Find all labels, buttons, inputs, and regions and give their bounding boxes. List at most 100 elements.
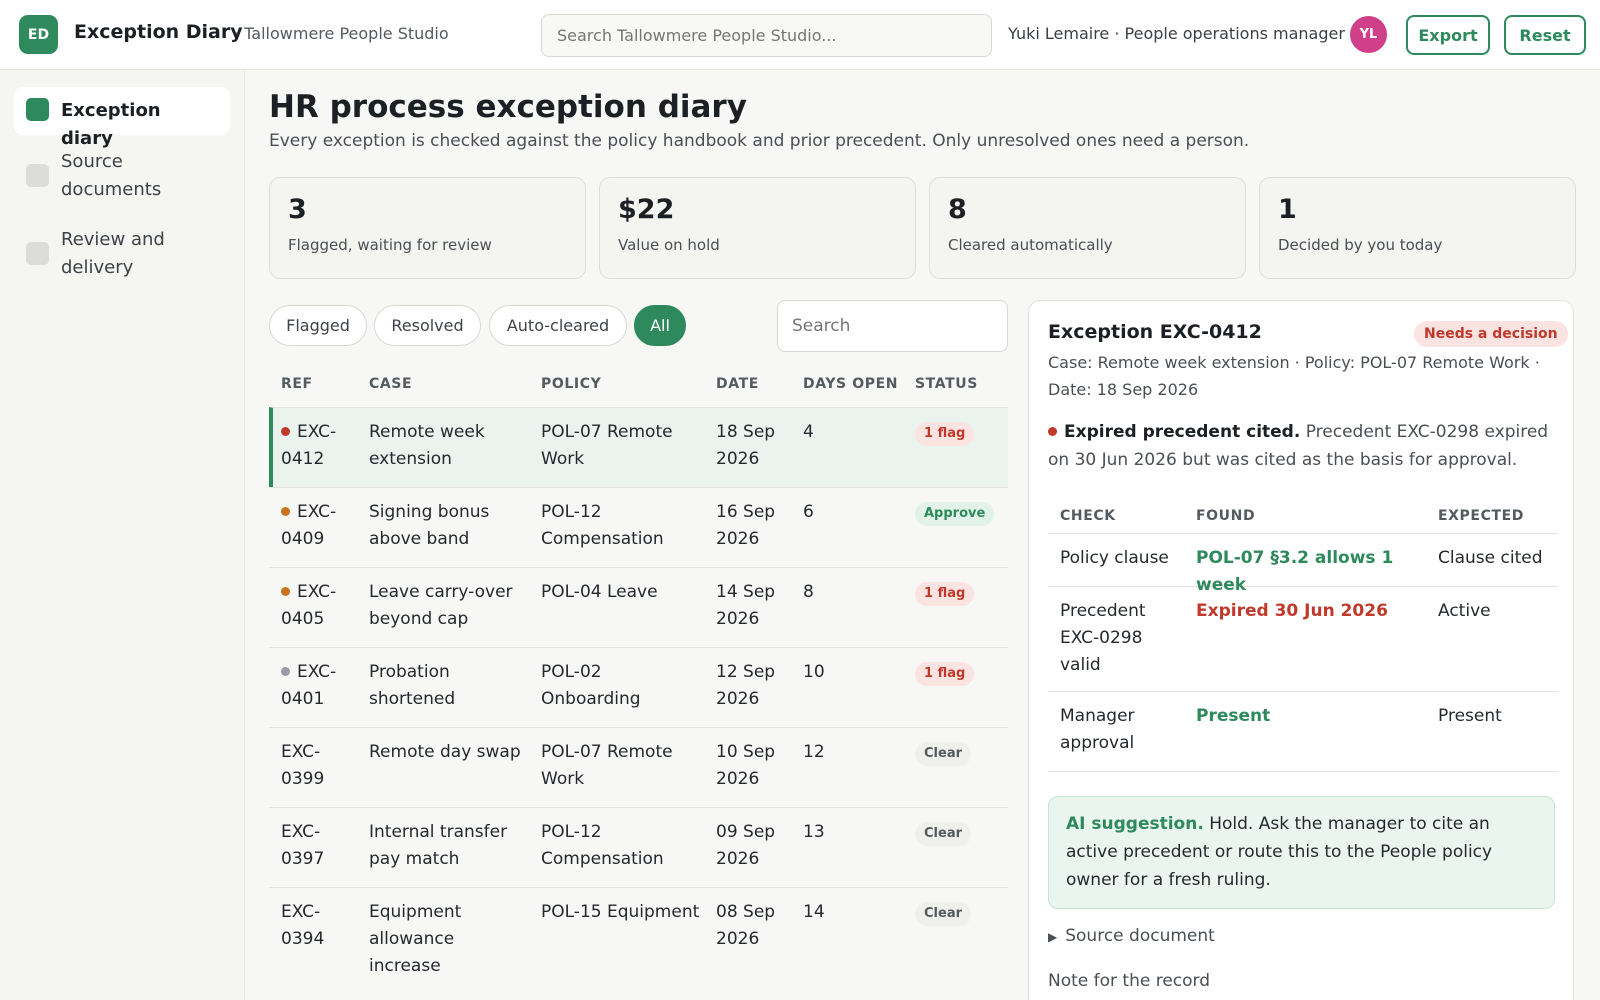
status-badge: 1 flag	[915, 582, 975, 606]
stat-card-value-on-hold: $22 Value on hold	[599, 177, 916, 279]
column-header-date: DATE	[716, 376, 759, 392]
filter-chip-auto-cleared[interactable]: Auto-cleared	[489, 305, 627, 346]
cell-ref: EXC-0397	[281, 822, 325, 869]
cell-days: 8	[803, 582, 814, 602]
warning-text: Precedent EXC-0298 expired on 30 Jun 202…	[1048, 422, 1549, 470]
warning-dot-icon	[1048, 427, 1057, 436]
filter-chip-resolved[interactable]: Resolved	[374, 305, 481, 346]
cell-policy: POL-07 Remote Work	[541, 742, 673, 789]
global-search-input[interactable]	[541, 14, 992, 57]
warning-message: Expired precedent cited. Precedent EXC-0…	[1048, 418, 1558, 474]
check-row: Manager approval Present Present	[1048, 692, 1558, 772]
org-name: · Tallowmere People Studio	[234, 24, 449, 43]
table-row[interactable]: EXC-0394 Equipment allowance increase POL-…	[269, 887, 1008, 994]
stat-caption: Flagged, waiting for review	[288, 236, 492, 254]
stat-value: 1	[1278, 194, 1297, 225]
app-logo: ED	[19, 15, 58, 54]
sidebar-item-source-documents[interactable]: Source documents	[14, 148, 230, 210]
cell-date: 18 Sep 2026	[716, 422, 776, 469]
column-header-days-open: DAYS OPEN	[803, 376, 899, 392]
cell-days: 6	[803, 502, 814, 522]
column-header-found: FOUND	[1196, 508, 1256, 524]
filter-chip-flagged[interactable]: Flagged	[269, 305, 367, 346]
status-badge: 1 flag	[915, 422, 975, 446]
cell-status: Clear	[915, 739, 1005, 766]
stat-card-cleared: 8 Cleared automatically	[929, 177, 1246, 279]
cell-case: Signing bonus above band	[369, 502, 490, 549]
cell-policy: POL-02 Onboarding	[541, 662, 641, 709]
cell-date: 12 Sep 2026	[716, 662, 776, 709]
table-header: REF CASE POLICY DATE DAYS OPEN STATUS	[269, 368, 1008, 407]
page-subtitle: Every exception is checked against the p…	[269, 131, 1250, 151]
app-title: Exception Diary	[74, 21, 243, 43]
cell-status: Approve	[915, 499, 1005, 526]
exception-detail-panel: Exception EXC-0412 Needs a decision Case…	[1028, 300, 1574, 1000]
user-name: Yuki Lemaire · People operations manager	[1008, 24, 1345, 43]
cell-status: Clear	[915, 819, 1005, 846]
cell-date: 09 Sep 2026	[716, 822, 776, 869]
cell-status: 1 flag	[915, 579, 1005, 606]
status-dot-icon	[281, 507, 290, 516]
cell-policy: POL-04 Leave	[541, 582, 658, 602]
cell-date: 08 Sep 2026	[716, 902, 776, 949]
cell-ref: EXC-0394	[281, 902, 325, 949]
cell-case: Probation shortened	[369, 662, 456, 709]
cell-days: 10	[803, 662, 825, 682]
cell-days: 13	[803, 822, 825, 842]
cell-case: Internal transfer pay match	[369, 822, 508, 869]
ai-suggestion-text: Hold. Ask the manager to cite an active …	[1066, 814, 1493, 890]
cell-policy: POL-15 Equipment	[541, 902, 700, 922]
check-found: Expired 30 Jun 2026	[1196, 601, 1388, 621]
check-expected: Active	[1438, 601, 1491, 621]
reset-button[interactable]: Reset	[1504, 15, 1586, 55]
table-search-input[interactable]	[777, 300, 1008, 352]
sidebar: Exception diary Source documents Review …	[0, 70, 245, 1000]
table-row[interactable]: EXC-0401 Probation shortened POL-02 Onboar…	[269, 647, 1008, 727]
cell-ref: EXC-0412	[281, 422, 337, 469]
warning-title: Expired precedent cited.	[1064, 422, 1301, 442]
stat-card-flagged: 3 Flagged, waiting for review	[269, 177, 586, 279]
check-found: Present	[1196, 706, 1271, 726]
table-row[interactable]: EXC-0409 Signing bonus above band POL-12 C…	[269, 487, 1008, 567]
cell-policy: POL-12 Compensation	[541, 822, 664, 869]
sidebar-item-label: Source documents	[61, 151, 162, 200]
cell-days: 12	[803, 742, 825, 762]
sidebar-item-review-and-delivery[interactable]: Review and delivery	[14, 226, 230, 288]
stat-card-decided: 1 Decided by you today	[1259, 177, 1576, 279]
column-header-expected: EXPECTED	[1438, 508, 1524, 524]
stat-value: 8	[948, 194, 967, 225]
cell-status: Clear	[915, 899, 1005, 926]
checks-header: CHECK FOUND EXPECTED	[1048, 496, 1558, 534]
column-header-ref: REF	[281, 376, 313, 392]
stat-caption: Decided by you today	[1278, 236, 1443, 254]
sidebar-item-exception-diary[interactable]: Exception diary	[14, 87, 230, 149]
cell-status: 1 flag	[915, 659, 1005, 686]
status-badge: 1 flag	[915, 662, 975, 686]
source-document-toggle[interactable]: ▶ Source document	[1048, 926, 1215, 946]
column-header-check: CHECK	[1060, 508, 1116, 524]
source-document-label: Source document	[1065, 926, 1215, 946]
status-badge: Clear	[915, 742, 971, 766]
cell-date: 10 Sep 2026	[716, 742, 776, 789]
table-row[interactable]: EXC-0412 Remote week extension POL-07 Remo…	[269, 407, 1008, 487]
avatar[interactable]: YL	[1350, 16, 1387, 53]
ai-suggestion-label: AI suggestion.	[1066, 814, 1204, 834]
check-check: Precedent EXC-0298 valid	[1060, 601, 1146, 675]
export-button[interactable]: Export	[1406, 15, 1490, 55]
cell-date: 16 Sep 2026	[716, 502, 776, 549]
page-title: HR process exception diary	[269, 89, 747, 125]
column-header-policy: POLICY	[541, 376, 602, 392]
status-badge: Needs a decision	[1414, 321, 1568, 347]
ai-suggestion: AI suggestion. Hold. Ask the manager to …	[1048, 796, 1555, 909]
disclosure-triangle-icon: ▶	[1048, 930, 1058, 944]
table-row[interactable]: EXC-0399 Remote day swap POL-07 Remote Wor…	[269, 727, 1008, 807]
check-row: Policy clause POL-07 §3.2 allows 1 week Cl…	[1048, 534, 1558, 595]
status-badge: Approve	[915, 502, 995, 526]
stat-caption: Cleared automatically	[948, 236, 1113, 254]
filter-chip-all[interactable]: All	[634, 305, 686, 346]
table-row[interactable]: EXC-0397 Internal transfer pay match POL-1…	[269, 807, 1008, 887]
cell-ref: EXC-0401	[281, 662, 337, 709]
cell-case: Leave carry-over beyond cap	[369, 582, 513, 629]
cell-days: 4	[803, 422, 814, 442]
table-row[interactable]: EXC-0405 Leave carry-over beyond cap POL-0…	[269, 567, 1008, 647]
